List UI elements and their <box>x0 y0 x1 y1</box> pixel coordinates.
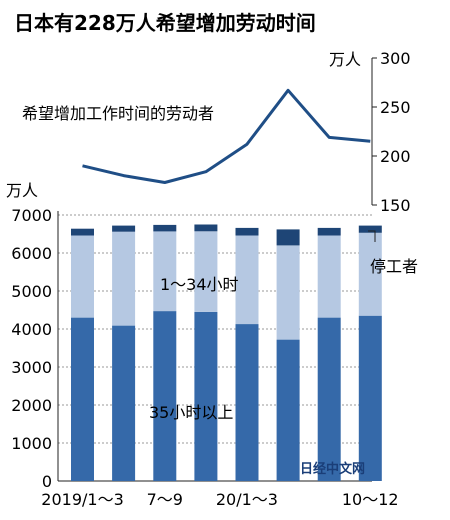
bar-segment-furloughed <box>358 225 382 233</box>
series-label-full-time: 35小时以上 <box>149 403 233 422</box>
bar-x-tick-label: 20/1～3 <box>216 490 278 509</box>
bar-x-tick-label: 7～9 <box>147 490 183 509</box>
bar-segment-full-time <box>153 311 177 481</box>
bar-segment-part-time <box>235 235 259 324</box>
bar-y-tick-label: 6000 <box>11 244 52 263</box>
bar-segment-full-time <box>276 339 300 481</box>
line-chart-axis: 150 200 250 300 <box>371 49 411 215</box>
series-label-part-time: 1～34小时 <box>160 275 239 294</box>
bar-segment-full-time <box>358 315 382 481</box>
line-y-tick-label: 250 <box>380 98 411 117</box>
bar-segment-furloughed <box>317 227 341 236</box>
bar-y-tick-label: 7000 <box>11 206 52 225</box>
line-unit-label: 万人 <box>329 50 361 69</box>
watermark: 日经中文网 <box>300 461 365 477</box>
bar-unit-label: 万人 <box>6 181 38 200</box>
bar-segment-part-time <box>194 231 218 312</box>
bar-x-axis: 2019/1～3 7～9 20/1～3 10～12 <box>41 490 398 509</box>
bar-x-tick-label: 2019/1～3 <box>41 490 123 509</box>
bar-segment-furloughed <box>235 227 259 236</box>
bar-segment-part-time <box>153 231 177 312</box>
bar-segment-part-time <box>358 232 382 316</box>
line-y-tick-label: 300 <box>380 49 411 68</box>
bar-segment-full-time <box>317 317 341 481</box>
bar-segment-part-time <box>71 235 94 318</box>
line-series <box>82 88 371 184</box>
bar-segment-full-time <box>71 317 94 481</box>
bar-y-tick-label: 3000 <box>11 358 52 377</box>
bar-segment-furloughed <box>276 229 300 246</box>
bar-y-tick-label: 2000 <box>11 396 52 415</box>
bar-segment-furloughed <box>71 228 94 236</box>
bar-segment-part-time <box>112 231 136 326</box>
bar-segment-full-time <box>112 325 136 481</box>
bar-x-tick-label: 10～12 <box>342 490 399 509</box>
stacked-bars <box>71 224 382 481</box>
bar-segment-full-time <box>194 311 218 481</box>
bar-segment-part-time <box>317 235 341 318</box>
bar-segment-furloughed <box>112 225 136 232</box>
bar-segment-furloughed <box>194 224 218 232</box>
bar-y-tick-label: 1000 <box>11 434 52 453</box>
bar-y-tick-label: 5000 <box>11 282 52 301</box>
line-series-annotation: 希望增加工作时间的劳动者 <box>22 104 214 123</box>
bar-y-tick-label: 0 <box>42 472 52 491</box>
line-y-tick-label: 200 <box>380 147 411 166</box>
line-y-tick-label: 150 <box>380 196 411 215</box>
bar-segment-full-time <box>235 324 259 481</box>
chart-title: 日本有228万人希望增加劳动时间 <box>14 11 316 35</box>
line-series-path <box>82 88 371 184</box>
leader-line-furloughed <box>368 230 376 242</box>
bar-y-axis: 0 1000 2000 3000 4000 5000 6000 7000 <box>11 206 372 491</box>
series-label-furloughed: 停工者 <box>370 257 418 276</box>
bar-segment-furloughed <box>153 224 177 232</box>
bar-y-tick-label: 4000 <box>11 320 52 339</box>
bar-segment-part-time <box>276 245 300 340</box>
